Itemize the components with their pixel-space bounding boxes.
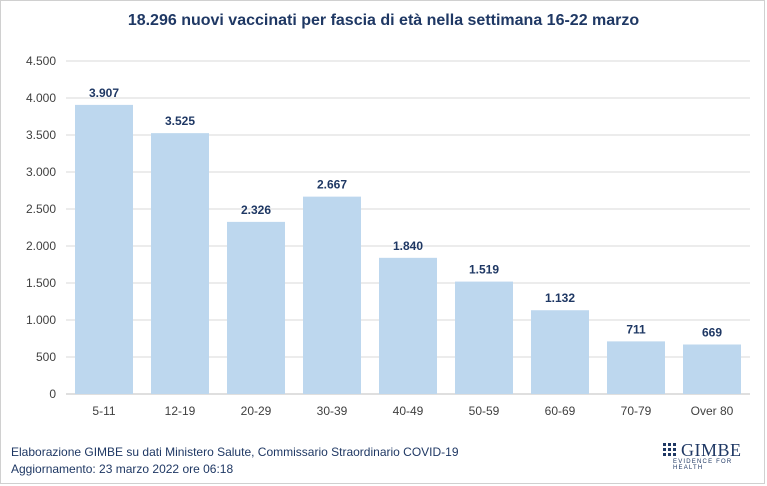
x-tick-label: 70-79 [621, 404, 652, 418]
bar [683, 344, 741, 394]
data-label: 711 [626, 322, 646, 336]
bar [151, 133, 209, 394]
y-tick-label: 3.500 [26, 128, 56, 142]
bar [531, 310, 589, 394]
data-label: 1.840 [393, 239, 423, 253]
data-label: 1.519 [469, 263, 499, 277]
data-label: 2.326 [241, 203, 271, 217]
y-tick-label: 4.000 [26, 91, 56, 105]
logo-tagline: EVIDENCE FOR HEALTH [673, 459, 733, 471]
x-tick-label: 50-59 [469, 404, 500, 418]
data-label: 3.907 [89, 86, 119, 100]
x-tick-label: 12-19 [165, 404, 196, 418]
gimbe-logo: GIMBE EVIDENCE FOR HEALTH [663, 440, 759, 471]
y-tick-label: 1.500 [26, 276, 56, 290]
y-tick-label: 2.000 [26, 239, 56, 253]
bar-chart: 0 500 1.000 1.500 2.000 2.500 3.000 3.500 4.000 4… [26, 54, 750, 418]
x-tick-label: 40-49 [393, 404, 424, 418]
bar [455, 281, 513, 394]
y-tick-label: 3.000 [26, 165, 56, 179]
chart-title: 18.296 nuovi vaccinati per fascia di età… [127, 12, 640, 29]
bar [75, 104, 133, 394]
bar [607, 341, 665, 394]
bar [303, 196, 361, 394]
data-label: 669 [702, 325, 722, 339]
y-tick-label: 500 [36, 350, 56, 364]
source-note: Elaborazione GIMBE su dati Ministero Sal… [11, 445, 459, 459]
data-label: 2.667 [317, 178, 347, 192]
x-tick-label: Over 80 [691, 404, 734, 418]
y-tick-label: 0 [49, 387, 56, 401]
y-tick-label: 2.500 [26, 202, 56, 216]
bar [227, 221, 285, 394]
x-tick-label: 5-11 [92, 404, 115, 418]
x-tick-label: 30-39 [317, 404, 348, 418]
x-tick-label: 20-29 [241, 404, 272, 418]
bar [379, 257, 437, 394]
y-tick-label: 4.500 [26, 54, 56, 68]
data-label: 3.525 [165, 114, 195, 128]
data-label: 1.132 [545, 291, 575, 305]
logo-name: GIMBE [681, 440, 742, 460]
update-note: Aggiornamento: 23 marzo 2022 ore 06:18 [11, 462, 234, 476]
logo-grid-icon [663, 443, 676, 456]
y-tick-label: 1.000 [26, 313, 56, 327]
x-tick-label: 60-69 [545, 404, 576, 418]
